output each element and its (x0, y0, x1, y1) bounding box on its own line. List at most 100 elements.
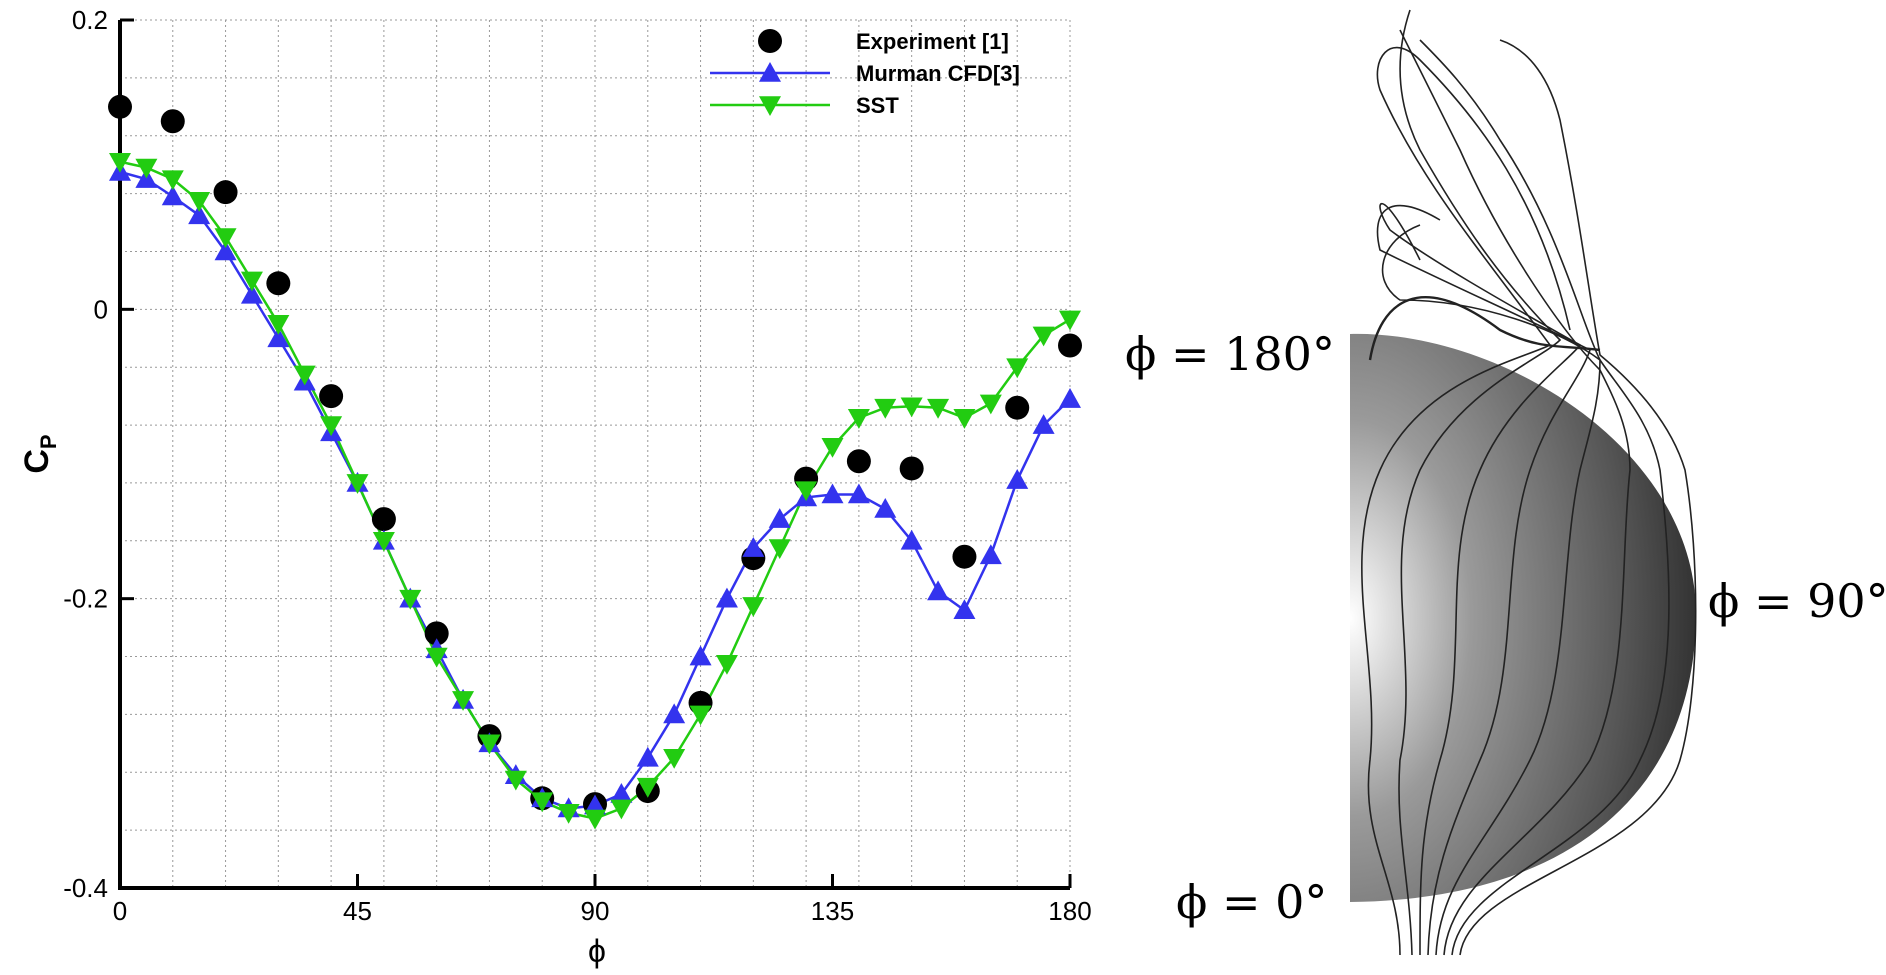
data-point (293, 365, 316, 386)
x-axis-label: ϕ (588, 933, 606, 969)
angle-label: ϕ = 90° (1708, 574, 1886, 628)
data-point (821, 483, 844, 504)
data-point (610, 782, 633, 803)
data-point (504, 770, 527, 791)
data-point (952, 544, 977, 569)
data-point (584, 794, 606, 815)
data-point (1059, 310, 1081, 331)
data-point (372, 532, 395, 552)
y-tick-label: 0 (94, 294, 108, 324)
x-tick-label: 45 (343, 896, 372, 926)
data-point (320, 416, 343, 437)
data-point (213, 180, 238, 205)
data-point (188, 192, 211, 212)
data-point (319, 384, 344, 409)
data-point (1006, 358, 1029, 379)
data-point (847, 409, 870, 429)
data-point (109, 152, 131, 173)
data-point (214, 228, 237, 248)
data-point (1032, 414, 1055, 434)
data-point (1032, 326, 1055, 347)
data-point (188, 204, 211, 225)
y-axis-label-main: C (18, 449, 56, 474)
data-point (795, 481, 818, 502)
legend-marker (758, 29, 782, 53)
data-point (346, 474, 369, 494)
data-point (636, 777, 659, 798)
data-point (899, 456, 924, 481)
data-point (900, 529, 923, 550)
data-point (742, 597, 765, 617)
y-tick-label: -0.2 (63, 584, 108, 614)
data-point (240, 283, 263, 304)
legend-marker (759, 62, 781, 82)
data-point (108, 94, 132, 119)
data-point (161, 185, 184, 206)
data-point (240, 271, 263, 292)
angle-label: ϕ = 0° (1176, 875, 1327, 929)
data-point (610, 799, 633, 820)
data-point (1005, 395, 1030, 420)
body-surface (1350, 333, 1697, 902)
data-point (478, 734, 501, 755)
data-point (689, 645, 712, 666)
data-point (847, 483, 870, 504)
y-tick-label: -0.4 (63, 873, 108, 903)
data-point (846, 449, 871, 474)
data-point (266, 271, 291, 296)
x-tick-label: 0 (113, 896, 127, 926)
x-tick-label: 90 (581, 896, 610, 926)
data-point (715, 654, 738, 675)
data-point (214, 240, 237, 261)
data-point (531, 792, 554, 813)
legend-label: Murman CFD[3] (856, 61, 1020, 86)
y-axis-label: CP (18, 434, 61, 473)
data-point (927, 580, 950, 601)
data-point (557, 803, 580, 824)
data-point (1058, 333, 1082, 358)
data-point (371, 507, 396, 532)
legend-label: Experiment [1] (856, 29, 1009, 54)
data-point (874, 497, 897, 518)
x-tick-label: 135 (811, 896, 854, 926)
data-point (715, 587, 738, 608)
data-point (135, 158, 158, 179)
data-point (874, 398, 897, 419)
data-point (636, 746, 659, 767)
data-point (425, 647, 448, 668)
legend-label: SST (856, 93, 899, 118)
data-point (267, 315, 290, 335)
data-point (953, 599, 976, 620)
data-point (161, 170, 184, 191)
data-point (768, 508, 791, 528)
data-point (979, 394, 1002, 415)
data-point (927, 398, 950, 419)
plot-area: 0 45 90 135 180 -0.4 -0.2 0 0.2 (63, 5, 1092, 926)
data-point (742, 537, 765, 557)
streamline-figure: ϕ = 180° ϕ = 90° ϕ = 0° (1125, 9, 1886, 956)
data-point (1006, 469, 1029, 489)
angle-label: ϕ = 180° (1125, 327, 1335, 381)
data-point (768, 539, 791, 560)
data-point (663, 749, 686, 769)
legend: Experiment [1] Murman CFD[3] SST (710, 29, 1020, 118)
data-point (452, 691, 475, 711)
data-point (399, 589, 422, 610)
y-axis-label-sub: P (36, 434, 61, 449)
streamlines (1361, 9, 1697, 956)
data-point (821, 437, 844, 458)
data-point (1059, 388, 1081, 408)
data-point (584, 809, 606, 830)
data-point (689, 705, 712, 726)
legend-marker (759, 96, 781, 116)
data-point (900, 397, 923, 418)
data-point (979, 544, 1002, 565)
data-point (267, 327, 290, 348)
data-point (160, 109, 185, 134)
x-tick-label: 180 (1048, 896, 1091, 926)
data-point (424, 621, 449, 646)
data-point (953, 409, 976, 429)
data-point (663, 703, 686, 724)
